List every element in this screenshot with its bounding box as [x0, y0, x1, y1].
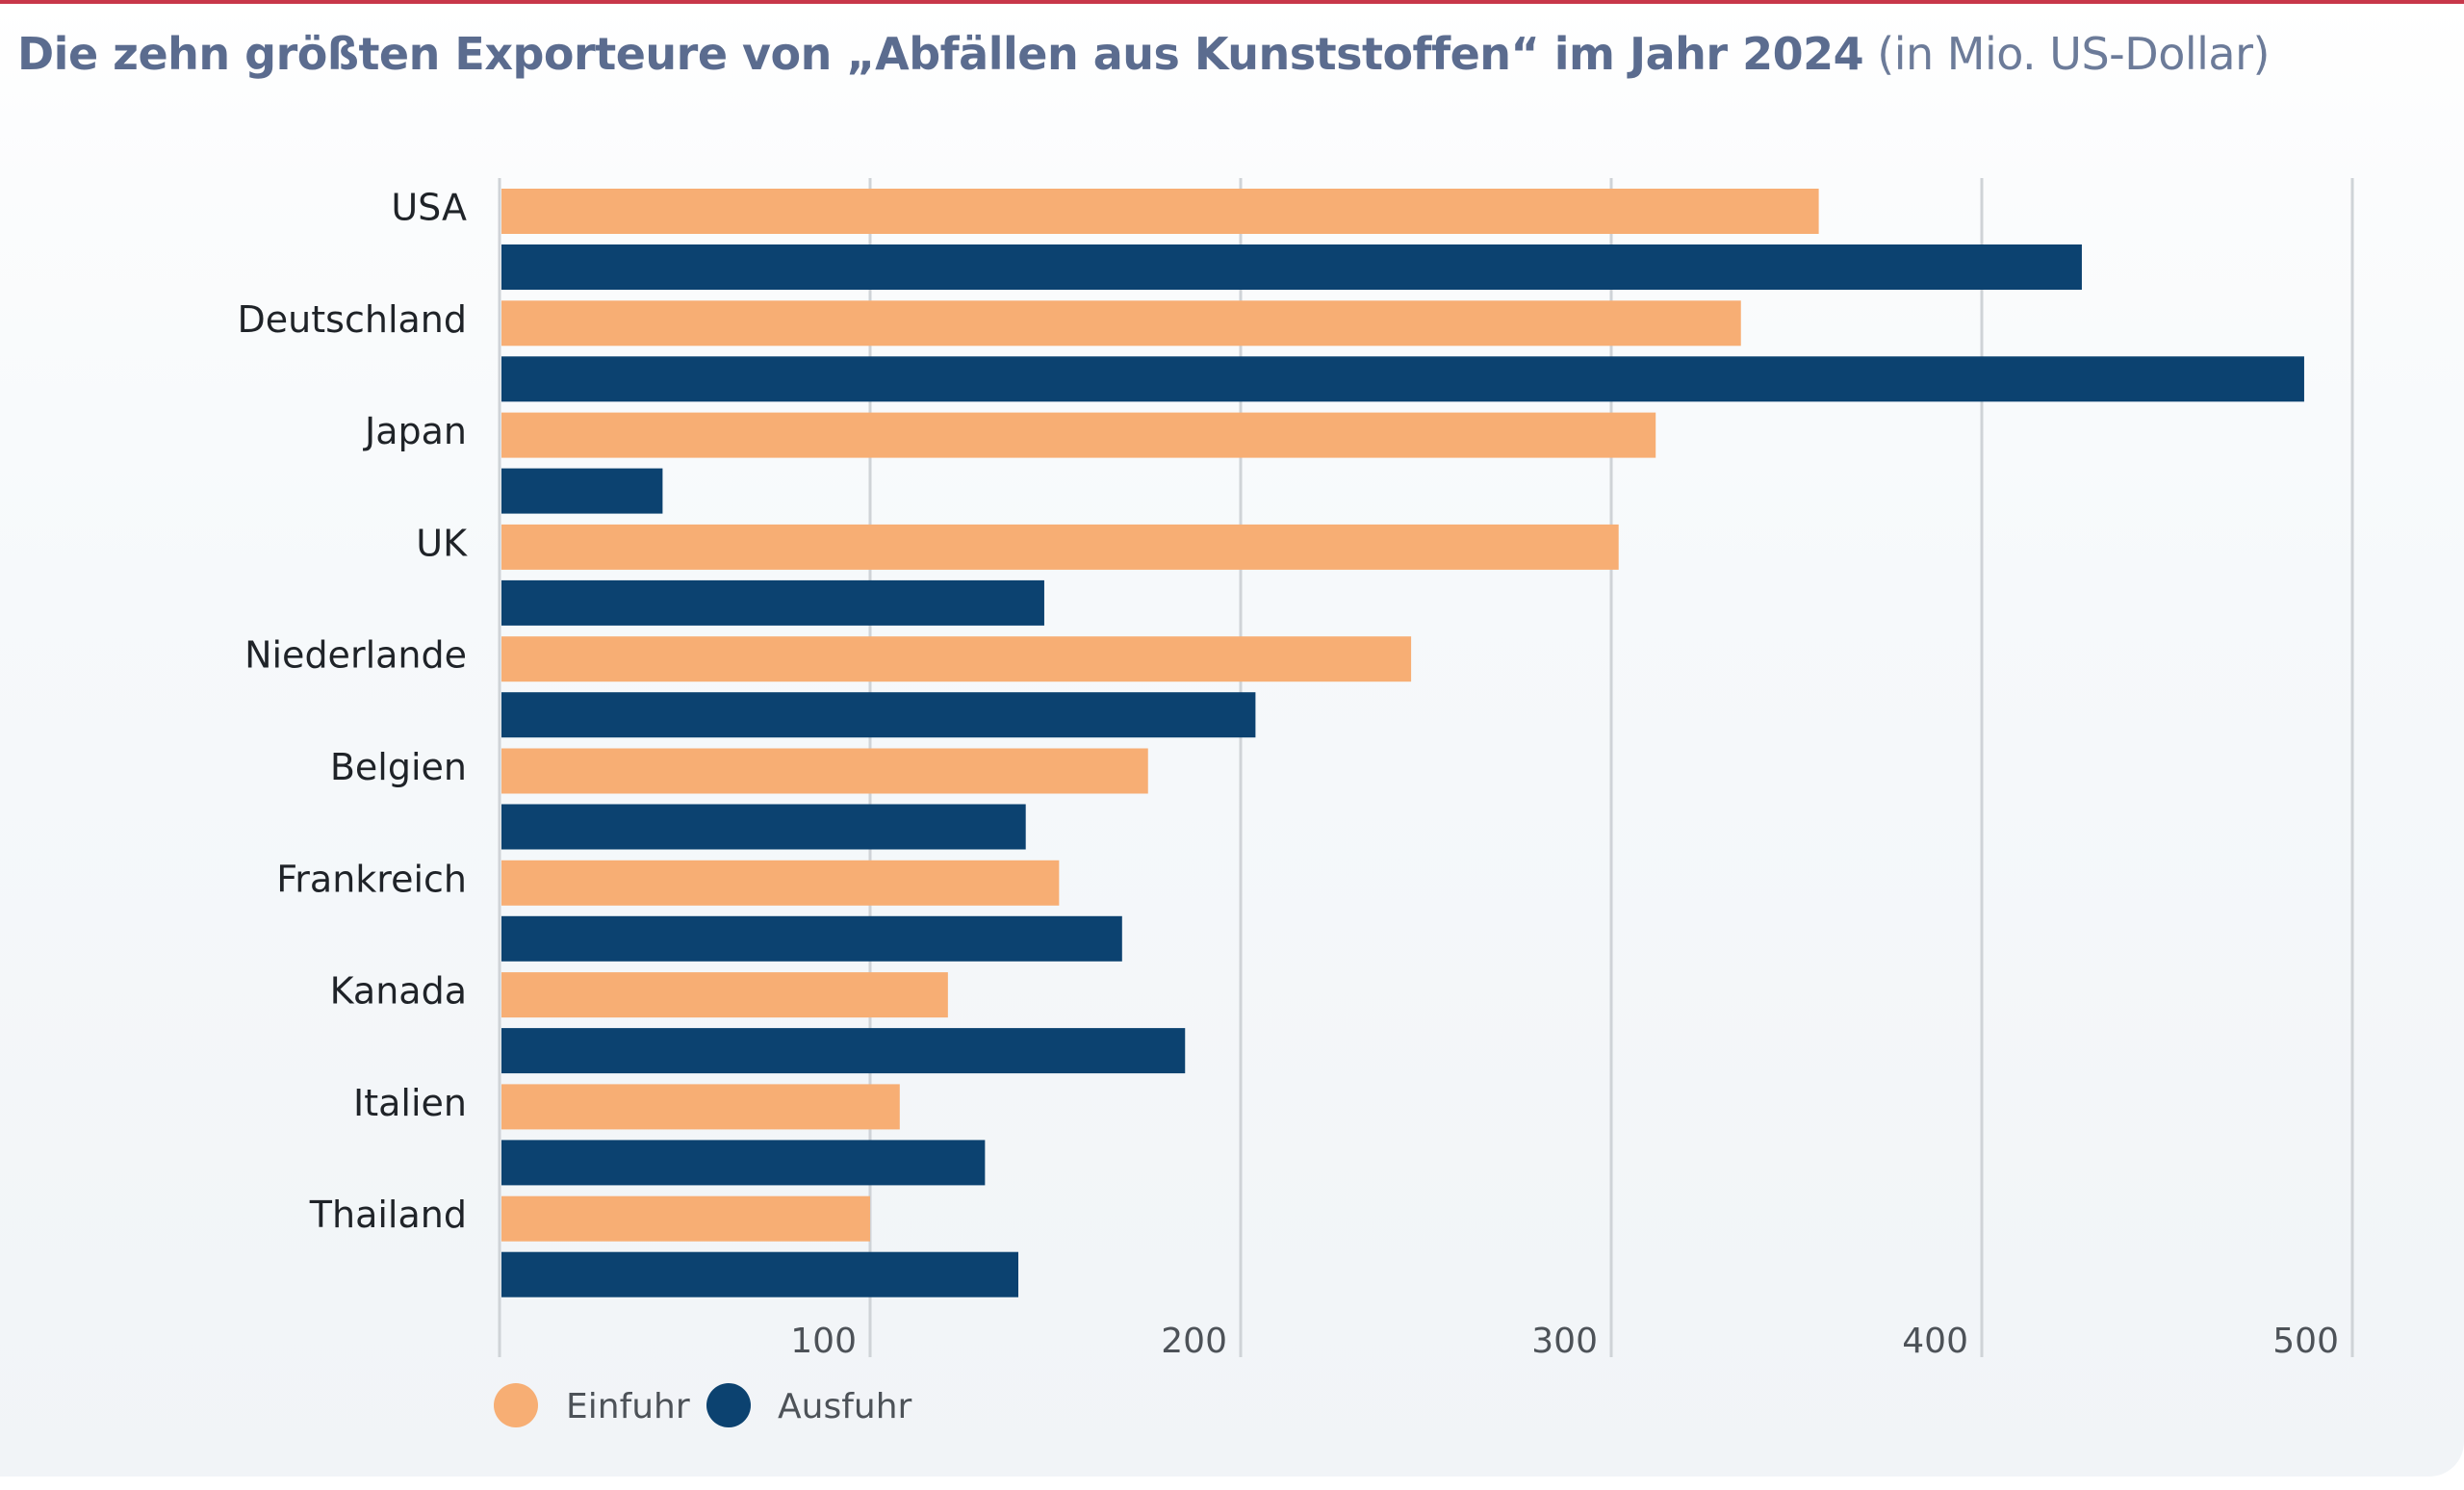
- category-label-thailand: Thailand: [309, 1194, 467, 1236]
- bar-uk-einfuhr: [501, 524, 1619, 570]
- x-tick-label-100: 100: [790, 1322, 857, 1361]
- bar-italien-ausfuhr: [501, 1140, 986, 1186]
- category-label-italien: Italien: [353, 1082, 467, 1124]
- legend-label-einfuhr: Einfuhr: [566, 1387, 690, 1426]
- category-label-kanada: Kanada: [330, 970, 467, 1013]
- bar-thailand-einfuhr: [501, 1195, 870, 1242]
- category-labels: USA Deutschland Japan UK Niederlande Belgien F…: [238, 187, 469, 1237]
- bar-uk-ausfuhr: [501, 579, 1044, 626]
- category-label-niederlande: Niederlande: [244, 634, 467, 677]
- bar-italien-einfuhr: [501, 1084, 900, 1130]
- category-label-frankreich: Frankreich: [276, 858, 467, 900]
- x-tick-label-300: 300: [1531, 1322, 1598, 1361]
- accent-stripe: [0, 0, 2464, 4]
- legend-item-ausfuhr: Ausfuhr: [706, 1383, 912, 1427]
- bar-thailand-ausfuhr: [501, 1251, 1018, 1297]
- bar-belgien-ausfuhr: [501, 804, 1026, 850]
- chart-title-unit: (in Mio. US-Dollar): [1877, 28, 2270, 80]
- bar-usa-ausfuhr: [501, 244, 2082, 290]
- bar-japan-einfuhr: [501, 412, 1656, 458]
- x-tick-label-400: 400: [1902, 1322, 1968, 1361]
- bar-deutschland-ausfuhr: [501, 356, 2304, 402]
- bar-frankreich-einfuhr: [501, 860, 1060, 906]
- category-label-uk: UK: [416, 522, 468, 564]
- bar-kanada-ausfuhr: [501, 1028, 1186, 1074]
- legend-swatch-einfuhr: [494, 1383, 538, 1427]
- category-label-japan: Japan: [363, 410, 467, 452]
- category-label-belgien: Belgien: [330, 746, 467, 788]
- bar-usa-einfuhr: [501, 189, 1819, 234]
- legend-label-ausfuhr: Ausfuhr: [778, 1387, 912, 1426]
- bar-niederlande-einfuhr: [501, 636, 1412, 682]
- bars: [501, 189, 2304, 1297]
- bar-kanada-einfuhr: [501, 972, 948, 1018]
- chart-title: Die zehn größten Exporteure von „Abfälle…: [17, 25, 2270, 83]
- bar-niederlande-ausfuhr: [501, 692, 1256, 738]
- x-tick-label-500: 500: [2272, 1322, 2339, 1361]
- bar-belgien-einfuhr: [501, 748, 1148, 794]
- category-label-usa: USA: [391, 187, 467, 229]
- bar-deutschland-einfuhr: [501, 300, 1741, 347]
- legend: Einfuhr Ausfuhr: [494, 1383, 912, 1427]
- bar-japan-ausfuhr: [501, 468, 663, 514]
- category-label-deutschland: Deutschland: [238, 298, 467, 341]
- chart-title-main: Die zehn größten Exporteure von „Abfälle…: [17, 28, 1864, 80]
- x-tick-label-200: 200: [1161, 1322, 1227, 1361]
- bar-frankreich-ausfuhr: [501, 915, 1122, 962]
- legend-item-einfuhr: Einfuhr: [494, 1383, 690, 1427]
- x-tick-labels: 100 200 300 400 500: [790, 1322, 2339, 1361]
- legend-swatch-ausfuhr: [706, 1383, 751, 1427]
